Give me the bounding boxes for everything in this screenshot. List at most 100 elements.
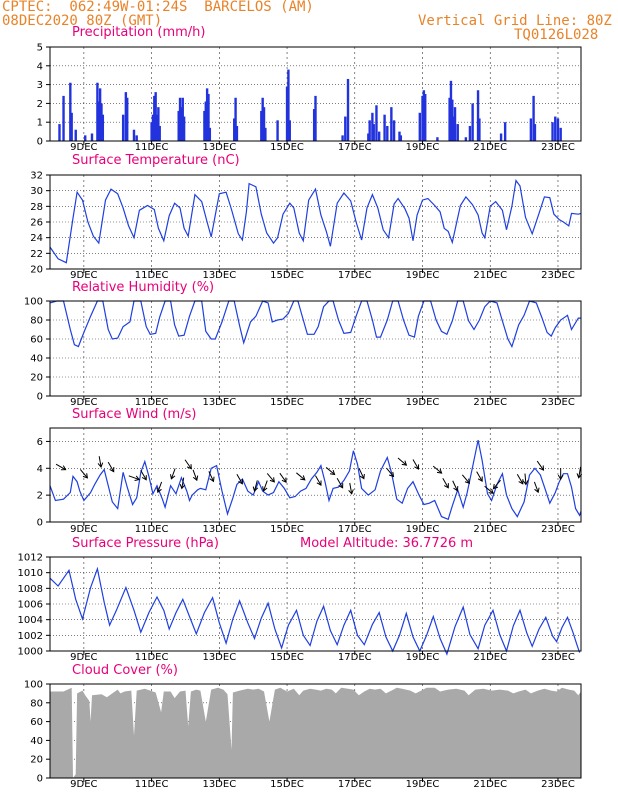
wind-arrow bbox=[296, 472, 306, 481]
precip-bar bbox=[478, 118, 481, 141]
precip-panel bbox=[46, 46, 582, 145]
wind-arrow-head bbox=[179, 483, 186, 490]
precip-bar bbox=[178, 97, 182, 141]
cloud-ytick-label: 0 bbox=[37, 774, 43, 785]
precip-bar bbox=[383, 114, 386, 141]
wind-arrow-head bbox=[557, 474, 564, 481]
precip-bar bbox=[158, 125, 161, 141]
wind-arrow-shaft bbox=[253, 480, 258, 492]
wind-arrow bbox=[442, 478, 449, 489]
precip-bar bbox=[448, 97, 451, 141]
wind-arrow bbox=[184, 459, 192, 470]
precip-ytick-label: 0 bbox=[37, 137, 43, 148]
precip-bar bbox=[556, 118, 560, 141]
temp-xtick-label: 21DEC bbox=[473, 270, 507, 281]
wind-arrow-head bbox=[388, 471, 395, 478]
precip-bar bbox=[181, 97, 184, 141]
header-model-id: TQ0126L028 bbox=[514, 27, 599, 43]
precip-bar bbox=[62, 95, 65, 141]
precip-xtick-label: 15DEC bbox=[270, 142, 304, 153]
precip-bar bbox=[126, 97, 129, 141]
precip-bar bbox=[97, 101, 100, 141]
precip-xtick-label: 23DEC bbox=[541, 142, 575, 153]
wind-arrow-head bbox=[518, 479, 524, 485]
wind-arrow-head bbox=[401, 460, 408, 466]
temp-xtick-label: 19DEC bbox=[406, 270, 440, 281]
wind-arrow-head bbox=[60, 465, 67, 471]
rh-ytick-label: 60 bbox=[30, 335, 43, 346]
precip-bar bbox=[96, 82, 99, 141]
pres-xtick-label: 19DEC bbox=[406, 652, 440, 663]
wind-arrow bbox=[412, 459, 420, 470]
precip-xtick-label: 21DEC bbox=[473, 142, 507, 153]
precip-bar bbox=[529, 118, 533, 141]
wind-arrow-head bbox=[156, 487, 162, 494]
precip-bar bbox=[90, 133, 94, 141]
precip-ytick-label: 2 bbox=[37, 99, 43, 110]
precip-title: Precipitation (mm/h) bbox=[72, 25, 205, 40]
wind-arrow-head bbox=[329, 469, 336, 476]
precip-bar bbox=[132, 129, 136, 141]
wind-arrow-shaft bbox=[192, 469, 198, 481]
precip-bar bbox=[392, 120, 396, 141]
pres-xtick-label: 13DEC bbox=[202, 652, 236, 663]
cloud-xtick-label: 11DEC bbox=[135, 779, 169, 790]
precip-bar bbox=[180, 107, 183, 141]
wind-arrow bbox=[533, 481, 540, 494]
pres-title: Surface Pressure (hPa) bbox=[72, 536, 219, 551]
temp-ytick-label: 24 bbox=[30, 233, 43, 244]
wind-arrow-shaft bbox=[349, 482, 353, 494]
precip-bar bbox=[154, 92, 157, 141]
precip-bar bbox=[449, 80, 453, 141]
precip-bar bbox=[182, 116, 186, 141]
wind-arrow-head bbox=[134, 475, 141, 481]
precip-bar bbox=[341, 135, 344, 141]
rh-xtick-label: 17DEC bbox=[338, 397, 372, 408]
precip-bar bbox=[312, 109, 316, 141]
wind-arrow bbox=[236, 474, 243, 485]
pres-ytick-label: 1000 bbox=[18, 647, 43, 658]
temp-ytick-label: 28 bbox=[30, 202, 43, 213]
wind-ytick-label: 0 bbox=[37, 518, 43, 529]
precip-bar bbox=[346, 78, 350, 141]
precip-bar bbox=[451, 99, 454, 141]
temp-xtick-label: 15DEC bbox=[270, 270, 304, 281]
wind-arrow bbox=[79, 469, 89, 479]
pres-xtick-label: 23DEC bbox=[541, 652, 575, 663]
cloud-xtick-label: 17DEC bbox=[338, 779, 372, 790]
wind-arrow-shaft bbox=[170, 468, 176, 479]
precip-bar bbox=[468, 125, 472, 141]
wind-arrow bbox=[315, 475, 322, 486]
precip-ytick-label: 1 bbox=[37, 118, 43, 129]
precip-bar bbox=[260, 110, 263, 141]
wind-arrow-shaft bbox=[358, 468, 365, 479]
rh-xtick-label: 15DEC bbox=[270, 397, 304, 408]
pres-ytick-label: 1002 bbox=[18, 631, 43, 642]
precip-bar bbox=[101, 114, 105, 141]
wind-arrow bbox=[107, 461, 115, 473]
wind-arrow-shaft bbox=[336, 478, 344, 489]
wind-arrow-head bbox=[338, 483, 344, 489]
wind-arrow-head bbox=[141, 475, 147, 481]
precip-bar bbox=[262, 107, 266, 141]
precip-bar bbox=[70, 112, 73, 141]
wind-arrow bbox=[358, 468, 365, 480]
wind-arrow-shaft bbox=[315, 475, 322, 486]
precip-bar bbox=[377, 131, 381, 141]
wind-arrow-shaft bbox=[493, 479, 501, 489]
precip-bar bbox=[100, 103, 103, 141]
precip-bar bbox=[421, 95, 424, 141]
wind-arrow bbox=[336, 478, 344, 489]
wind-arrow-shaft bbox=[98, 456, 102, 468]
wind-arrow-shaft bbox=[578, 466, 582, 478]
rh-ytick-label: 0 bbox=[37, 392, 43, 403]
precip-bar bbox=[386, 125, 389, 141]
cloud-panel bbox=[46, 683, 582, 782]
precip-bar bbox=[372, 124, 375, 141]
wind-arrow bbox=[179, 477, 186, 490]
precip-bar bbox=[135, 135, 138, 141]
pres-xtick-label: 21DEC bbox=[473, 652, 507, 663]
temp-ytick-label: 22 bbox=[30, 249, 43, 260]
wind-xtick-label: 23DEC bbox=[541, 524, 575, 535]
cloud-title: Cloud Cover (%) bbox=[72, 663, 178, 678]
